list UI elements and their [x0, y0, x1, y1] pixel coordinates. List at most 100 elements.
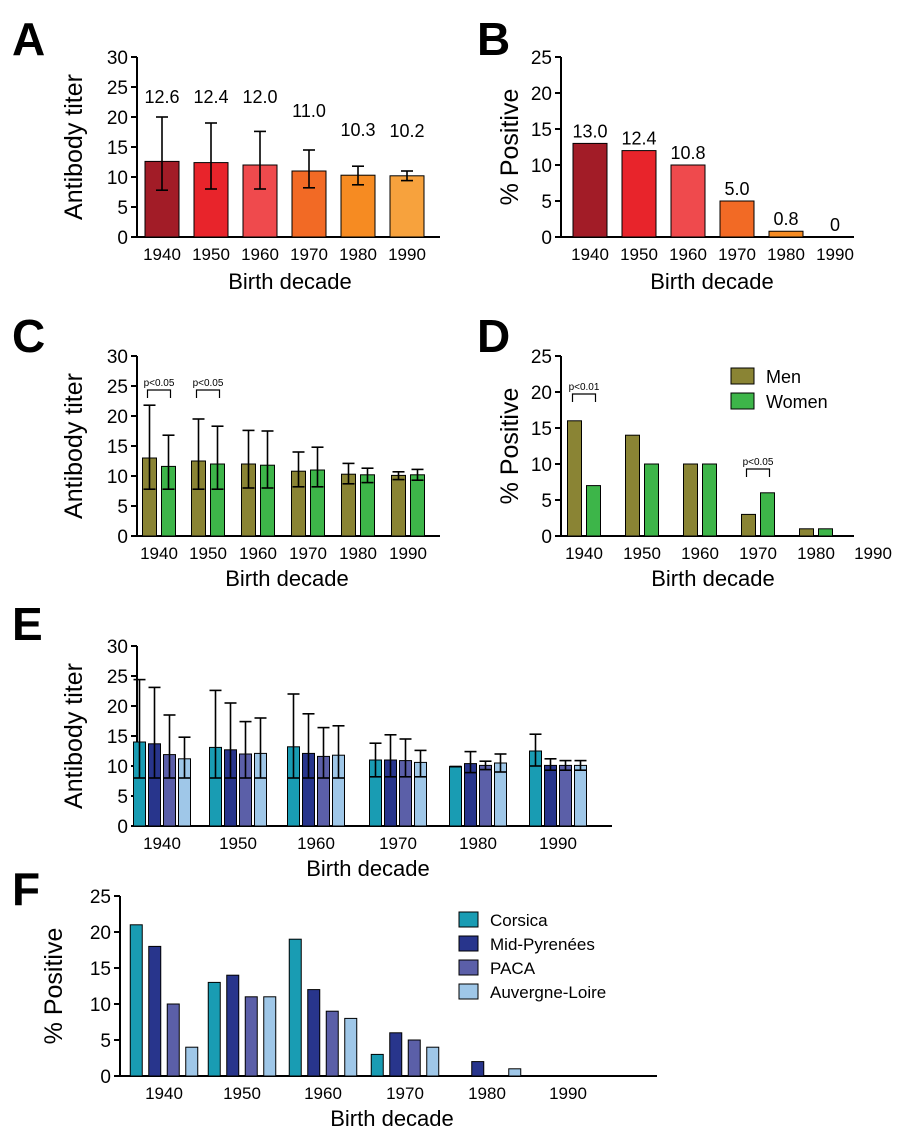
panel-e: E 0 5 10 15 20 25 30 Antibody titer Birth decade 1… — [12, 598, 612, 881]
y-tick-label: 10 — [107, 168, 128, 189]
y-tick-label: 10 — [531, 455, 552, 476]
x-axis-title: Birth decade — [228, 269, 352, 294]
bar — [449, 766, 462, 827]
data-label: 0.8 — [773, 209, 798, 229]
x-tick-label: 1950 — [623, 544, 661, 563]
bar — [544, 764, 557, 827]
panel-d: D 0 5 10 15 20 25 % Positive Birth decade 1940 195… — [477, 310, 892, 591]
y-tick-label: 25 — [107, 78, 128, 99]
bar — [148, 945, 162, 1077]
x-axis-title: Birth decade — [650, 269, 774, 294]
y-tick-label: 10 — [107, 467, 128, 488]
y-tick-label: 25 — [90, 887, 111, 908]
y-tick-label: 15 — [107, 138, 128, 159]
y-tick-label: 0 — [541, 527, 552, 548]
panel-letter: F — [12, 863, 40, 915]
panel-letter: C — [12, 310, 45, 362]
y-tick-label: 25 — [531, 48, 552, 69]
x-tick-label: 1980 — [339, 245, 377, 264]
data-label: 10.2 — [389, 121, 424, 141]
y-tick-label: 10 — [90, 995, 111, 1016]
bar — [719, 200, 755, 238]
bar — [479, 764, 492, 827]
data-label: 12.4 — [193, 87, 228, 107]
x-tick-label: 1990 — [388, 245, 426, 264]
y-tick-label: 25 — [531, 347, 552, 368]
x-tick-label: 1990 — [816, 245, 854, 264]
bar — [567, 420, 582, 537]
x-tick-label: 1950 — [189, 544, 227, 563]
bar — [185, 1046, 199, 1077]
x-tick-label: 1960 — [297, 834, 335, 853]
data-label: 10.8 — [670, 143, 705, 163]
y-tick-label: 5 — [117, 787, 128, 808]
bar — [391, 474, 406, 537]
x-tick-label: 1970 — [290, 245, 328, 264]
y-axis-title: % Positive — [40, 928, 68, 1045]
data-label: 0 — [830, 215, 840, 235]
y-tick-label: 10 — [107, 757, 128, 778]
y-tick-label: 25 — [107, 377, 128, 398]
significance-bracket — [146, 389, 172, 398]
y-tick-label: 30 — [107, 48, 128, 69]
y-tick-label: 10 — [531, 156, 552, 177]
x-axis-title: Birth decade — [330, 1106, 454, 1131]
bar — [625, 434, 640, 537]
x-tick-label: 1990 — [854, 544, 892, 563]
legend-swatch — [458, 911, 479, 928]
bar — [129, 924, 143, 1077]
bar — [226, 974, 240, 1077]
legend-swatch — [458, 959, 479, 976]
x-tick-label: 1970 — [386, 1084, 424, 1103]
bar — [574, 764, 587, 827]
data-label: 12.4 — [621, 129, 656, 149]
y-tick-label: 15 — [531, 419, 552, 440]
x-tick-label: 1980 — [339, 544, 377, 563]
x-tick-label: 1950 — [192, 245, 230, 264]
bar — [263, 996, 277, 1077]
x-axis-title: Birth decade — [651, 566, 775, 591]
x-tick-label: 1980 — [459, 834, 497, 853]
y-tick-label: 0 — [117, 527, 128, 548]
y-tick-label: 0 — [117, 817, 128, 838]
bar — [207, 981, 221, 1077]
legend-label: Women — [766, 392, 828, 412]
y-tick-label: 15 — [107, 437, 128, 458]
y-tick-label: 20 — [107, 108, 128, 129]
panel-letter: B — [477, 13, 510, 65]
bar — [370, 1053, 384, 1077]
x-tick-label: 1950 — [219, 834, 257, 853]
x-tick-label: 1940 — [565, 544, 603, 563]
bar — [702, 463, 717, 537]
data-label: 13.0 — [572, 121, 607, 141]
y-tick-label: 5 — [117, 497, 128, 518]
y-tick-label: 20 — [107, 407, 128, 428]
panel-c: C 0 5 10 15 20 25 30 Antibody titer Birth decade 1… — [12, 310, 440, 591]
data-label: 5.0 — [724, 179, 749, 199]
bar — [389, 175, 425, 238]
x-tick-label: 1980 — [767, 245, 805, 264]
bar — [407, 1039, 421, 1077]
bar — [768, 230, 804, 238]
x-tick-label: 1970 — [739, 544, 777, 563]
x-tick-label: 1940 — [571, 245, 609, 264]
significance-bracket — [745, 468, 771, 477]
p-value-label: p<0.05 — [743, 457, 774, 468]
x-tick-label: 1940 — [143, 834, 181, 853]
legend-label: PACA — [490, 959, 536, 978]
y-tick-label: 0 — [117, 228, 128, 249]
legend-swatch — [458, 983, 479, 1000]
y-axis-title: % Positive — [496, 89, 524, 206]
bar — [360, 474, 375, 537]
y-tick-label: 20 — [90, 923, 111, 944]
y-tick-label: 5 — [117, 198, 128, 219]
x-tick-label: 1990 — [549, 1084, 587, 1103]
y-tick-label: 20 — [531, 84, 552, 105]
data-label: 10.3 — [340, 120, 375, 140]
bar — [670, 164, 706, 238]
bar — [426, 1046, 440, 1077]
panel-f: F 0 5 10 15 20 25 % Positive Birth decade 1940 195… — [12, 863, 657, 1131]
y-axis-title: Antibody titer — [60, 663, 88, 809]
significance-bracket — [195, 389, 221, 398]
